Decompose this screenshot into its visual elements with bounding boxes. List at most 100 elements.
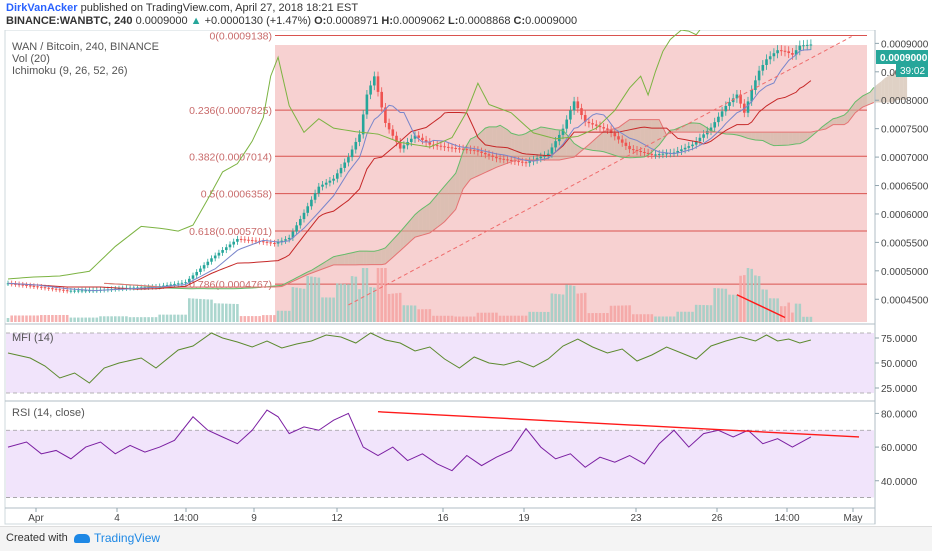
ichimoku-cloud-segment bbox=[774, 132, 778, 146]
volume-bar bbox=[447, 316, 450, 322]
candle-body bbox=[451, 147, 454, 148]
ichimoku-cloud-segment bbox=[526, 131, 530, 160]
volume-bar bbox=[170, 315, 173, 322]
volume-bar bbox=[166, 315, 169, 322]
candle-body bbox=[554, 141, 557, 147]
candle-body bbox=[255, 240, 258, 241]
volume-bar bbox=[643, 314, 646, 322]
volume-bar bbox=[688, 312, 691, 322]
volume-bar bbox=[602, 313, 605, 322]
volume-bar bbox=[588, 313, 591, 322]
volume-bar bbox=[288, 311, 291, 322]
candle-body bbox=[410, 139, 413, 142]
candle-body bbox=[62, 290, 65, 291]
candle-body bbox=[244, 239, 247, 240]
volume-bar bbox=[736, 295, 739, 322]
ichimoku-cloud-segment bbox=[626, 120, 630, 158]
candle-body bbox=[299, 219, 302, 225]
price-axis[interactable]: 0.00090000.00085000.00080000.00075000.00… bbox=[875, 39, 929, 487]
candle-body bbox=[491, 156, 494, 157]
candle-body bbox=[484, 153, 487, 154]
ichimoku-cloud-segment bbox=[796, 132, 800, 144]
volume-bar bbox=[81, 318, 84, 322]
vol-legend: Vol (20) bbox=[12, 53, 50, 65]
candle-body bbox=[780, 50, 783, 51]
volume-bar bbox=[395, 293, 398, 322]
ichimoku-cloud-segment bbox=[422, 206, 426, 235]
candle-body bbox=[480, 152, 483, 153]
volume-bar bbox=[310, 277, 313, 322]
tradingview-logo[interactable]: TradingView bbox=[74, 531, 160, 545]
candle-body bbox=[654, 154, 657, 155]
mfi-pane[interactable]: MFI (14) bbox=[6, 332, 874, 393]
volume-bar bbox=[654, 316, 657, 322]
ichimoku-cloud-segment bbox=[374, 250, 378, 264]
candle-body bbox=[595, 124, 598, 125]
volume-bar bbox=[702, 305, 705, 322]
time-axis-label: 4 bbox=[114, 513, 120, 524]
volume-bar bbox=[787, 303, 790, 322]
volume-bar bbox=[129, 317, 132, 322]
volume-bar bbox=[314, 277, 317, 322]
volume-bar bbox=[754, 275, 757, 322]
time-axis-label: May bbox=[844, 513, 863, 524]
volume-bar bbox=[540, 312, 543, 322]
candle-body bbox=[625, 143, 628, 146]
candle-body bbox=[551, 147, 554, 153]
candle-body bbox=[77, 291, 80, 292]
candle-body bbox=[369, 85, 372, 94]
candle-body bbox=[203, 265, 206, 268]
volume-bar bbox=[591, 313, 594, 322]
volume-bar bbox=[303, 289, 306, 322]
volume-bar bbox=[573, 286, 576, 322]
price-axis-label: 0.0005000 bbox=[881, 267, 929, 278]
candle-body bbox=[329, 181, 332, 183]
volume-bar bbox=[725, 289, 728, 322]
candle-body bbox=[699, 138, 702, 141]
ichimoku-cloud-segment bbox=[334, 256, 338, 265]
volume-bar bbox=[247, 316, 250, 322]
candle-body bbox=[787, 51, 790, 53]
bar-timer-text: 39:02 bbox=[900, 66, 925, 77]
candle-body bbox=[262, 241, 265, 242]
volume-bar bbox=[221, 304, 224, 322]
volume-bar bbox=[432, 316, 435, 322]
ichimoku-cloud-segment bbox=[522, 133, 526, 160]
volume-bar bbox=[84, 318, 87, 322]
fib-level-label: 0(0.0009138) bbox=[210, 31, 272, 43]
footer: Created with TradingView bbox=[0, 526, 932, 551]
volume-bar bbox=[380, 268, 383, 322]
volume-bar bbox=[218, 303, 221, 322]
volume-bar bbox=[377, 268, 380, 322]
time-axis-label: 23 bbox=[630, 513, 642, 524]
volume-bar bbox=[232, 304, 235, 322]
candle-body bbox=[569, 110, 572, 119]
candle-body bbox=[688, 146, 691, 148]
candle-body bbox=[392, 129, 395, 135]
volume-bar bbox=[547, 312, 550, 322]
candle-body bbox=[388, 123, 391, 129]
volume-bar bbox=[192, 298, 195, 322]
volume-bar bbox=[36, 315, 39, 322]
author-link[interactable]: DirkVanAcker bbox=[6, 2, 78, 14]
price-axis-label: 0.0006500 bbox=[881, 182, 929, 193]
volume-bar bbox=[188, 298, 191, 322]
candle-body bbox=[528, 161, 531, 163]
candle-body bbox=[351, 150, 354, 158]
time-axis-label: 16 bbox=[437, 513, 449, 524]
candle-body bbox=[366, 95, 369, 115]
ichimoku-cloud-segment bbox=[437, 190, 441, 227]
volume-bar bbox=[599, 313, 602, 322]
main-legend-title: WAN / Bitcoin, 240, BINANCE bbox=[12, 41, 159, 53]
volume-bar bbox=[606, 313, 609, 322]
volume-bar bbox=[181, 315, 184, 322]
change-up-icon: ▲ bbox=[191, 15, 202, 27]
candle-body bbox=[358, 134, 361, 142]
volume-bar bbox=[203, 299, 206, 322]
ichimoku-cloud-segment bbox=[755, 132, 759, 140]
ichimoku-cloud-segment bbox=[474, 135, 478, 178]
candle-body bbox=[247, 240, 250, 241]
close-label: C: bbox=[514, 15, 526, 27]
candle-body bbox=[66, 290, 69, 291]
chart-area[interactable]: 0(0.0009138)0.236(0.0007825)0.382(0.0007… bbox=[0, 30, 932, 526]
